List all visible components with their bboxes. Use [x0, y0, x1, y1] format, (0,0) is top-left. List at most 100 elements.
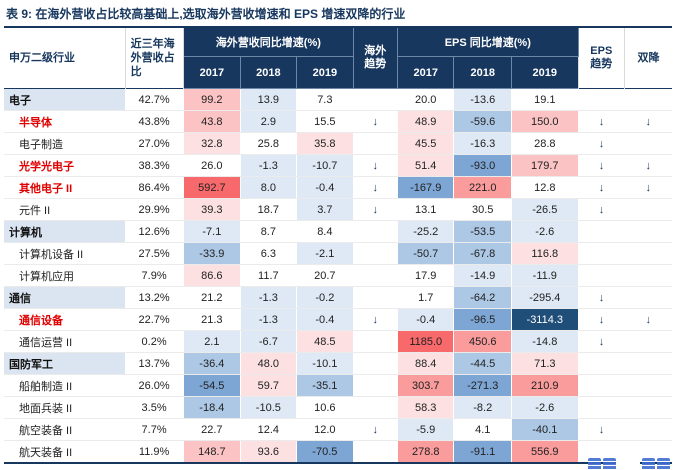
overseas-growth-2018: 93.6: [239, 440, 298, 464]
eps-growth-2019: 71.3: [510, 352, 579, 375]
double-decline-arrow: ↓: [624, 154, 672, 177]
industry-name: 通信运营 II: [4, 330, 126, 353]
watermark-glyph: [588, 458, 601, 470]
double-decline-arrow: [624, 198, 672, 221]
overseas-growth-2017: -18.4: [183, 396, 241, 419]
overseas-growth-2018: -1.3: [239, 308, 298, 331]
industry-name: 其他电子 II: [4, 176, 126, 199]
overseas-growth-2017: -54.5: [183, 374, 241, 397]
eps-growth-2018: -64.2: [453, 286, 512, 309]
overseas-pct-value: 42.7%: [125, 88, 184, 111]
eps-trend-arrow: [578, 264, 625, 287]
eps-growth-2018: 4.1: [453, 418, 512, 441]
overseas-trend-arrow: ↓: [353, 308, 398, 331]
table-row: 地面兵装 II 3.5% -18.4 -10.5 10.6 58.3 -8.2 -2.6: [4, 396, 672, 419]
eps-trend-arrow: [578, 374, 625, 397]
eps-trend-arrow: ↓: [578, 418, 625, 441]
industry-name: 电子制造: [4, 132, 126, 155]
overseas-pct-value: 27.5%: [125, 242, 184, 265]
overseas-trend-arrow: [353, 440, 398, 464]
eps-trend-arrow: ↓: [578, 110, 625, 133]
overseas-growth-2018: -10.5: [239, 396, 298, 419]
overseas-pct-value: 7.7%: [125, 418, 184, 441]
eps-growth-2017: 58.3: [396, 396, 455, 419]
overseas-growth-2018: 8.0: [239, 176, 298, 199]
year-header-eps-2019: 2019: [510, 56, 579, 89]
eps-growth-2019: 179.7: [510, 154, 579, 177]
year-header-overseas-2019: 2019: [296, 56, 354, 89]
overseas-growth-2019: 7.3: [296, 88, 354, 111]
overseas-growth-2018: 59.7: [239, 374, 298, 397]
overseas-trend-arrow: ↓: [353, 176, 398, 199]
overseas-growth-2019: 12.0: [296, 418, 354, 441]
eps-growth-2018: -53.5: [453, 220, 512, 243]
overseas-growth-2018: -1.3: [239, 154, 298, 177]
table-row: 通信 13.2% 21.2 -1.3 -0.2 1.7 -64.2 -295.4 ↓: [4, 286, 672, 309]
eps-growth-2017: -50.7: [396, 242, 455, 265]
col-header-double-decline: 双降: [624, 27, 672, 89]
industry-name: 通信设备: [4, 308, 126, 331]
eps-trend-arrow: [578, 352, 625, 375]
overseas-growth-2017: 86.6: [183, 264, 241, 287]
table-row: 计算机 12.6% -7.1 8.7 8.4 -25.2 -53.5 -2.6: [4, 220, 672, 243]
year-header-eps-2017: 2017: [396, 56, 455, 89]
eps-growth-2018: -13.6: [453, 88, 512, 111]
table-row: 电子制造 27.0% 32.8 25.8 35.8 45.5 -16.3 28.8 ↓: [4, 132, 672, 155]
eps-trend-arrow: [578, 440, 625, 464]
overseas-pct-value: 22.7%: [125, 308, 184, 331]
eps-growth-2018: -271.3: [453, 374, 512, 397]
eps-growth-2019: -26.5: [510, 198, 579, 221]
eps-growth-2018: -67.8: [453, 242, 512, 265]
eps-growth-2017: 51.4: [396, 154, 455, 177]
overseas-pct-value: 12.6%: [125, 220, 184, 243]
overseas-growth-2018: 8.7: [239, 220, 298, 243]
overseas-growth-2019: 15.5: [296, 110, 354, 133]
double-decline-arrow: ↓: [624, 308, 672, 331]
double-decline-arrow: [624, 88, 672, 111]
overseas-growth-2019: -0.4: [296, 176, 354, 199]
col-group-eps-growth: EPS 同比增速(%): [396, 26, 579, 57]
double-decline-arrow: [624, 132, 672, 155]
col-group-overseas-growth: 海外营收同比增速(%): [183, 26, 354, 57]
industry-name: 光学光电子: [4, 154, 126, 177]
eps-growth-2018: -44.5: [453, 352, 512, 375]
eps-trend-arrow: ↓: [578, 176, 625, 199]
eps-growth-2019: 19.1: [510, 88, 579, 111]
overseas-growth-2018: 11.7: [239, 264, 298, 287]
overseas-growth-2019: 8.4: [296, 220, 354, 243]
table-row: 电子 42.7% 99.2 13.9 7.3 20.0 -13.6 19.1: [4, 88, 672, 111]
col-header-overseas-trend: 海外趋势: [352, 26, 398, 89]
industry-name: 航天装备 II: [4, 440, 126, 464]
industry-name: 电子: [4, 88, 126, 111]
overseas-trend-arrow: ↓: [353, 198, 398, 221]
eps-growth-2018: -8.2: [453, 396, 512, 419]
overseas-trend-arrow: ↓: [353, 110, 398, 133]
overseas-growth-2018: 6.3: [239, 242, 298, 265]
overseas-growth-2017: 39.3: [183, 198, 241, 221]
overseas-trend-arrow: [353, 242, 398, 265]
eps-growth-2018: -16.3: [453, 132, 512, 155]
eps-growth-2019: -295.4: [510, 286, 579, 309]
eps-growth-2018: -14.9: [453, 264, 512, 287]
double-decline-arrow: [624, 242, 672, 265]
eps-trend-arrow: [578, 396, 625, 419]
overseas-growth-2017: 148.7: [183, 440, 241, 464]
overseas-growth-2017: 26.0: [183, 154, 241, 177]
overseas-trend-arrow: [353, 396, 398, 419]
overseas-growth-2019: -2.1: [296, 242, 354, 265]
overseas-growth-2017: -7.1: [183, 220, 241, 243]
watermark-glyph: [642, 458, 655, 470]
industry-table: 申万二级行业 近三年海外营收占比 海外营收同比增速(%) 海外趋势 EPS 同比…: [4, 26, 672, 464]
eps-growth-2018: -96.5: [453, 308, 512, 331]
table-row: 航空装备 II 7.7% 22.7 12.4 12.0 ↓ -5.9 4.1 -40.1 ↓: [4, 418, 672, 441]
overseas-pct-value: 13.2%: [125, 286, 184, 309]
year-header-overseas-2017: 2017: [183, 56, 241, 89]
overseas-pct-value: 38.3%: [125, 154, 184, 177]
overseas-growth-2019: 35.8: [296, 132, 354, 155]
overseas-pct-value: 29.9%: [125, 198, 184, 221]
industry-name: 通信: [4, 286, 126, 309]
table-row: 元件 II 29.9% 39.3 18.7 3.7 ↓ 13.1 30.5 -26.5 ↓: [4, 198, 672, 221]
overseas-growth-2017: 21.3: [183, 308, 241, 331]
eps-trend-arrow: ↓: [578, 198, 625, 221]
overseas-growth-2017: 32.8: [183, 132, 241, 155]
